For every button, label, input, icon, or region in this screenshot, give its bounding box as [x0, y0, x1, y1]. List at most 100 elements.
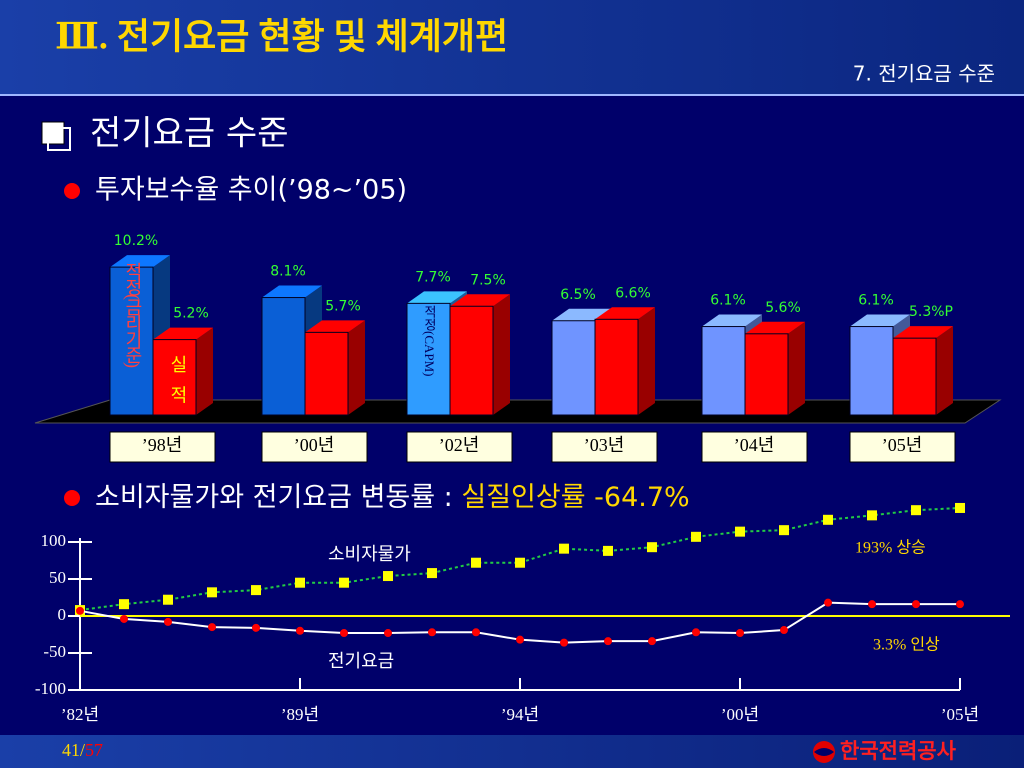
value-label: 7.5% — [470, 272, 506, 288]
data-point — [911, 505, 921, 516]
bar — [892, 337, 937, 416]
x-tick-label: ’00년 — [721, 705, 759, 724]
x-tick-label: ’04년 — [734, 435, 775, 455]
value-label: 6.6% — [615, 285, 651, 301]
bar — [261, 297, 306, 416]
y-tick-label: 50 — [49, 568, 66, 587]
section-icon — [41, 121, 65, 145]
bullet-text: 소비자물가와 전기요금 변동률 : 실질인상률 -64.7% — [95, 482, 690, 513]
bar-group: ’98년 10.2% 5.2% — [109, 233, 216, 463]
data-point — [868, 600, 876, 609]
x-tick-label: ’00년 — [294, 435, 335, 455]
data-point — [164, 617, 172, 626]
bar-top — [595, 307, 655, 320]
data-point — [647, 542, 657, 553]
value-label: 5.2% — [173, 306, 209, 322]
y-tick-label: 100 — [41, 531, 67, 550]
data-point — [295, 577, 305, 588]
logo-text: 한국전력공사 — [840, 739, 957, 763]
category-box — [406, 431, 513, 463]
data-point — [384, 629, 392, 638]
data-point — [824, 598, 832, 607]
annotation: 193% 상승 — [855, 539, 926, 557]
bullet-highlight: 실질인상률 -64.7% — [461, 482, 689, 513]
bar-group: ’05년 6.1% 5.3%P — [849, 293, 956, 463]
bar-top — [110, 255, 170, 268]
data-point — [515, 557, 525, 568]
logo-mark — [814, 748, 834, 756]
bar-side — [348, 320, 365, 415]
value-label: 6.1% — [710, 293, 746, 309]
data-point — [120, 614, 128, 623]
data-point — [560, 638, 568, 647]
data-point — [472, 628, 480, 637]
bar-annotation: 실 적 — [168, 355, 188, 408]
bar-top — [450, 294, 510, 307]
value-label: 5.7% — [325, 298, 361, 314]
bar — [152, 339, 197, 416]
bar — [594, 318, 639, 416]
bar-top — [850, 314, 910, 327]
bar — [744, 333, 789, 416]
bar-annotation: 적정(CAPM) — [422, 305, 437, 377]
x-tick-label: ’82년 — [61, 705, 99, 724]
value-label: 6.1% — [858, 293, 894, 309]
bar — [109, 266, 154, 416]
data-point — [735, 526, 745, 537]
data-point — [119, 599, 129, 610]
bar-top — [745, 321, 805, 334]
footer-band — [0, 735, 1024, 768]
bar-side — [788, 321, 805, 415]
category-box — [849, 431, 956, 463]
data-point — [207, 587, 217, 598]
page-number: 41/57 — [62, 740, 103, 760]
bar-side — [493, 294, 510, 415]
value-label: 7.7% — [415, 269, 451, 285]
data-point — [956, 600, 964, 609]
section-icon — [47, 127, 71, 151]
data-point — [955, 502, 965, 513]
bar — [304, 331, 349, 416]
header-band — [0, 0, 1024, 95]
y-tick-label: -100 — [35, 679, 66, 698]
y-tick-label: -50 — [43, 642, 66, 661]
slide-subtitle: 7. 전기요금 수준 — [853, 62, 995, 86]
data-point — [383, 571, 393, 582]
data-point — [163, 594, 173, 605]
data-point — [559, 543, 569, 554]
data-point — [912, 600, 920, 609]
data-point — [779, 525, 789, 536]
bar-top — [262, 285, 322, 298]
data-point — [208, 623, 216, 632]
data-point — [428, 628, 436, 637]
y-tick-label: 0 — [58, 605, 67, 624]
page-current: 41/ — [62, 740, 85, 760]
section-title: 전기요금 수준 — [90, 114, 289, 154]
bar — [701, 326, 746, 416]
bar-side — [936, 326, 953, 415]
category-box — [551, 431, 658, 463]
x-tick-label: ’94년 — [501, 705, 539, 724]
data-point — [296, 626, 304, 635]
data-point — [252, 623, 260, 632]
bar-group: ’03년 6.5% 6.6% — [551, 285, 658, 463]
data-point — [604, 637, 612, 646]
bar-top — [407, 291, 467, 304]
bar-top — [153, 327, 213, 340]
data-point — [648, 637, 656, 646]
bar-side — [196, 327, 213, 415]
data-point — [823, 514, 833, 525]
bullet-text: 투자보수율 추이(’98~’05) — [95, 175, 407, 206]
bar-group: ’04년 6.1% 5.6% — [701, 293, 808, 463]
bar — [551, 320, 596, 416]
bar-top — [893, 326, 953, 339]
value-label: 6.5% — [560, 287, 596, 303]
category-box — [261, 431, 368, 463]
value-label: 10.2% — [114, 233, 158, 249]
x-tick-label: ’89년 — [281, 705, 319, 724]
bullet — [64, 490, 80, 506]
x-tick-label: ’03년 — [584, 435, 625, 455]
data-point — [780, 626, 788, 635]
data-point — [340, 629, 348, 638]
